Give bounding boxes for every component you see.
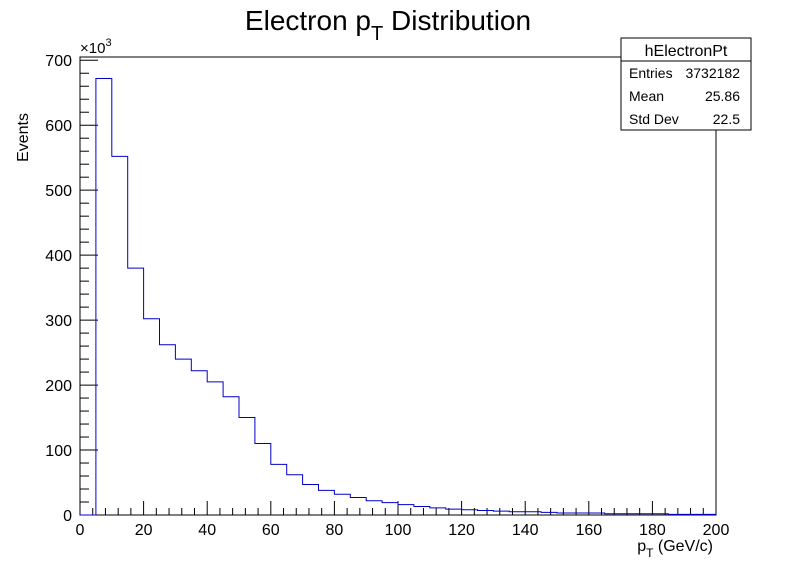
histogram-bin <box>589 513 605 515</box>
stats-entries-value: 3732182 <box>685 65 740 81</box>
x-axis-label: pT (GeV/c) <box>637 538 713 560</box>
histogram-bin <box>525 512 541 515</box>
x-tick-label: 200 <box>703 522 730 539</box>
stats-box: hElectronPt Entries 3732182 Mean 25.86 S… <box>620 37 752 131</box>
x-tick-label: 100 <box>385 522 412 539</box>
histogram-bin <box>366 501 382 515</box>
histogram-bin <box>652 514 668 515</box>
y-tick-label: 100 <box>45 443 72 460</box>
x-axis-label-subscript: T <box>646 546 654 560</box>
histogram-bin <box>684 514 700 515</box>
x-tick-label: 40 <box>198 522 216 539</box>
x-tick-label: 140 <box>512 522 539 539</box>
x-tick-label: 20 <box>135 522 153 539</box>
histogram-bin <box>96 78 112 515</box>
histogram-bin <box>509 512 525 515</box>
histogram-bin <box>637 514 653 515</box>
histogram-bin <box>160 345 176 515</box>
histogram-bin <box>239 418 255 515</box>
y-tick-label: 300 <box>45 313 72 330</box>
x-tick-label: 160 <box>575 522 602 539</box>
histogram-bin <box>541 512 557 515</box>
stats-box-title: hElectronPt <box>645 43 728 60</box>
histogram-bin <box>128 268 144 515</box>
histogram-bin <box>700 514 716 515</box>
histogram-bin <box>350 497 366 515</box>
histogram-bin <box>287 475 303 515</box>
y-axis-label: Events <box>15 113 32 162</box>
histogram-bin <box>430 508 446 515</box>
histogram-bin <box>478 510 494 515</box>
histogram-bin <box>446 509 462 515</box>
chart-title-subscript: T <box>371 23 383 45</box>
x-tick-label: 180 <box>639 522 666 539</box>
y-tick-label: 600 <box>45 118 72 135</box>
histogram-bin <box>319 490 335 515</box>
histogram-bin <box>573 513 589 515</box>
histogram-bin <box>175 359 191 515</box>
x-axis: 0 20 40 60 80 100 120 140 160 180 200 <box>76 501 730 539</box>
histogram-bin <box>191 371 207 515</box>
x-tick-label: 80 <box>326 522 344 539</box>
histogram-bin <box>303 484 319 515</box>
stats-mean-value: 25.86 <box>705 88 740 104</box>
x-axis-label-main: p <box>637 538 646 555</box>
histogram-bin <box>144 319 160 515</box>
y-tick-label: 500 <box>45 183 72 200</box>
y-tick-label: 0 <box>63 508 72 525</box>
histogram-bin <box>207 382 223 515</box>
histogram-line <box>80 77 717 516</box>
histogram-bin <box>605 514 621 515</box>
stats-stddev-label: Std Dev <box>629 111 679 127</box>
x-tick-label: 60 <box>262 522 280 539</box>
histogram-bin <box>668 514 684 515</box>
stats-box-frame <box>620 37 752 131</box>
histogram-bin <box>271 464 287 515</box>
y-tick-label: 200 <box>45 378 72 395</box>
x-tick-label: 0 <box>76 522 85 539</box>
histogram-bin <box>414 507 430 515</box>
y-tick-label: 400 <box>45 248 72 265</box>
histogram-bin <box>493 511 509 515</box>
histogram-bins <box>96 78 716 515</box>
histogram-bin <box>462 510 478 515</box>
y-axis: 0 100 200 300 400 500 600 700 <box>45 53 98 525</box>
y-multiplier-exponent: 3 <box>105 37 111 49</box>
stats-stddev-value: 22.5 <box>713 111 740 127</box>
histogram-bin <box>382 503 398 515</box>
histogram-bin <box>621 514 637 515</box>
y-multiplier: ×103 <box>80 37 112 57</box>
histogram-bin <box>223 397 239 515</box>
x-tick-label: 120 <box>448 522 475 539</box>
stats-mean-label: Mean <box>629 88 664 104</box>
x-axis-label-rest: (GeV/c) <box>653 538 713 555</box>
histogram-bin <box>112 156 128 515</box>
chart-title-rest: Distribution <box>383 5 531 36</box>
stats-entries-label: Entries <box>629 65 673 81</box>
chart-title: Electron pT Distribution <box>245 5 531 45</box>
histogram-bin <box>398 505 414 515</box>
y-multiplier-base: ×10 <box>80 40 105 57</box>
histogram-bin <box>255 444 271 515</box>
y-tick-label: 700 <box>45 53 72 70</box>
histogram-bin <box>557 513 573 515</box>
histogram-bin <box>334 494 350 515</box>
chart-title-main: Electron p <box>245 5 371 36</box>
